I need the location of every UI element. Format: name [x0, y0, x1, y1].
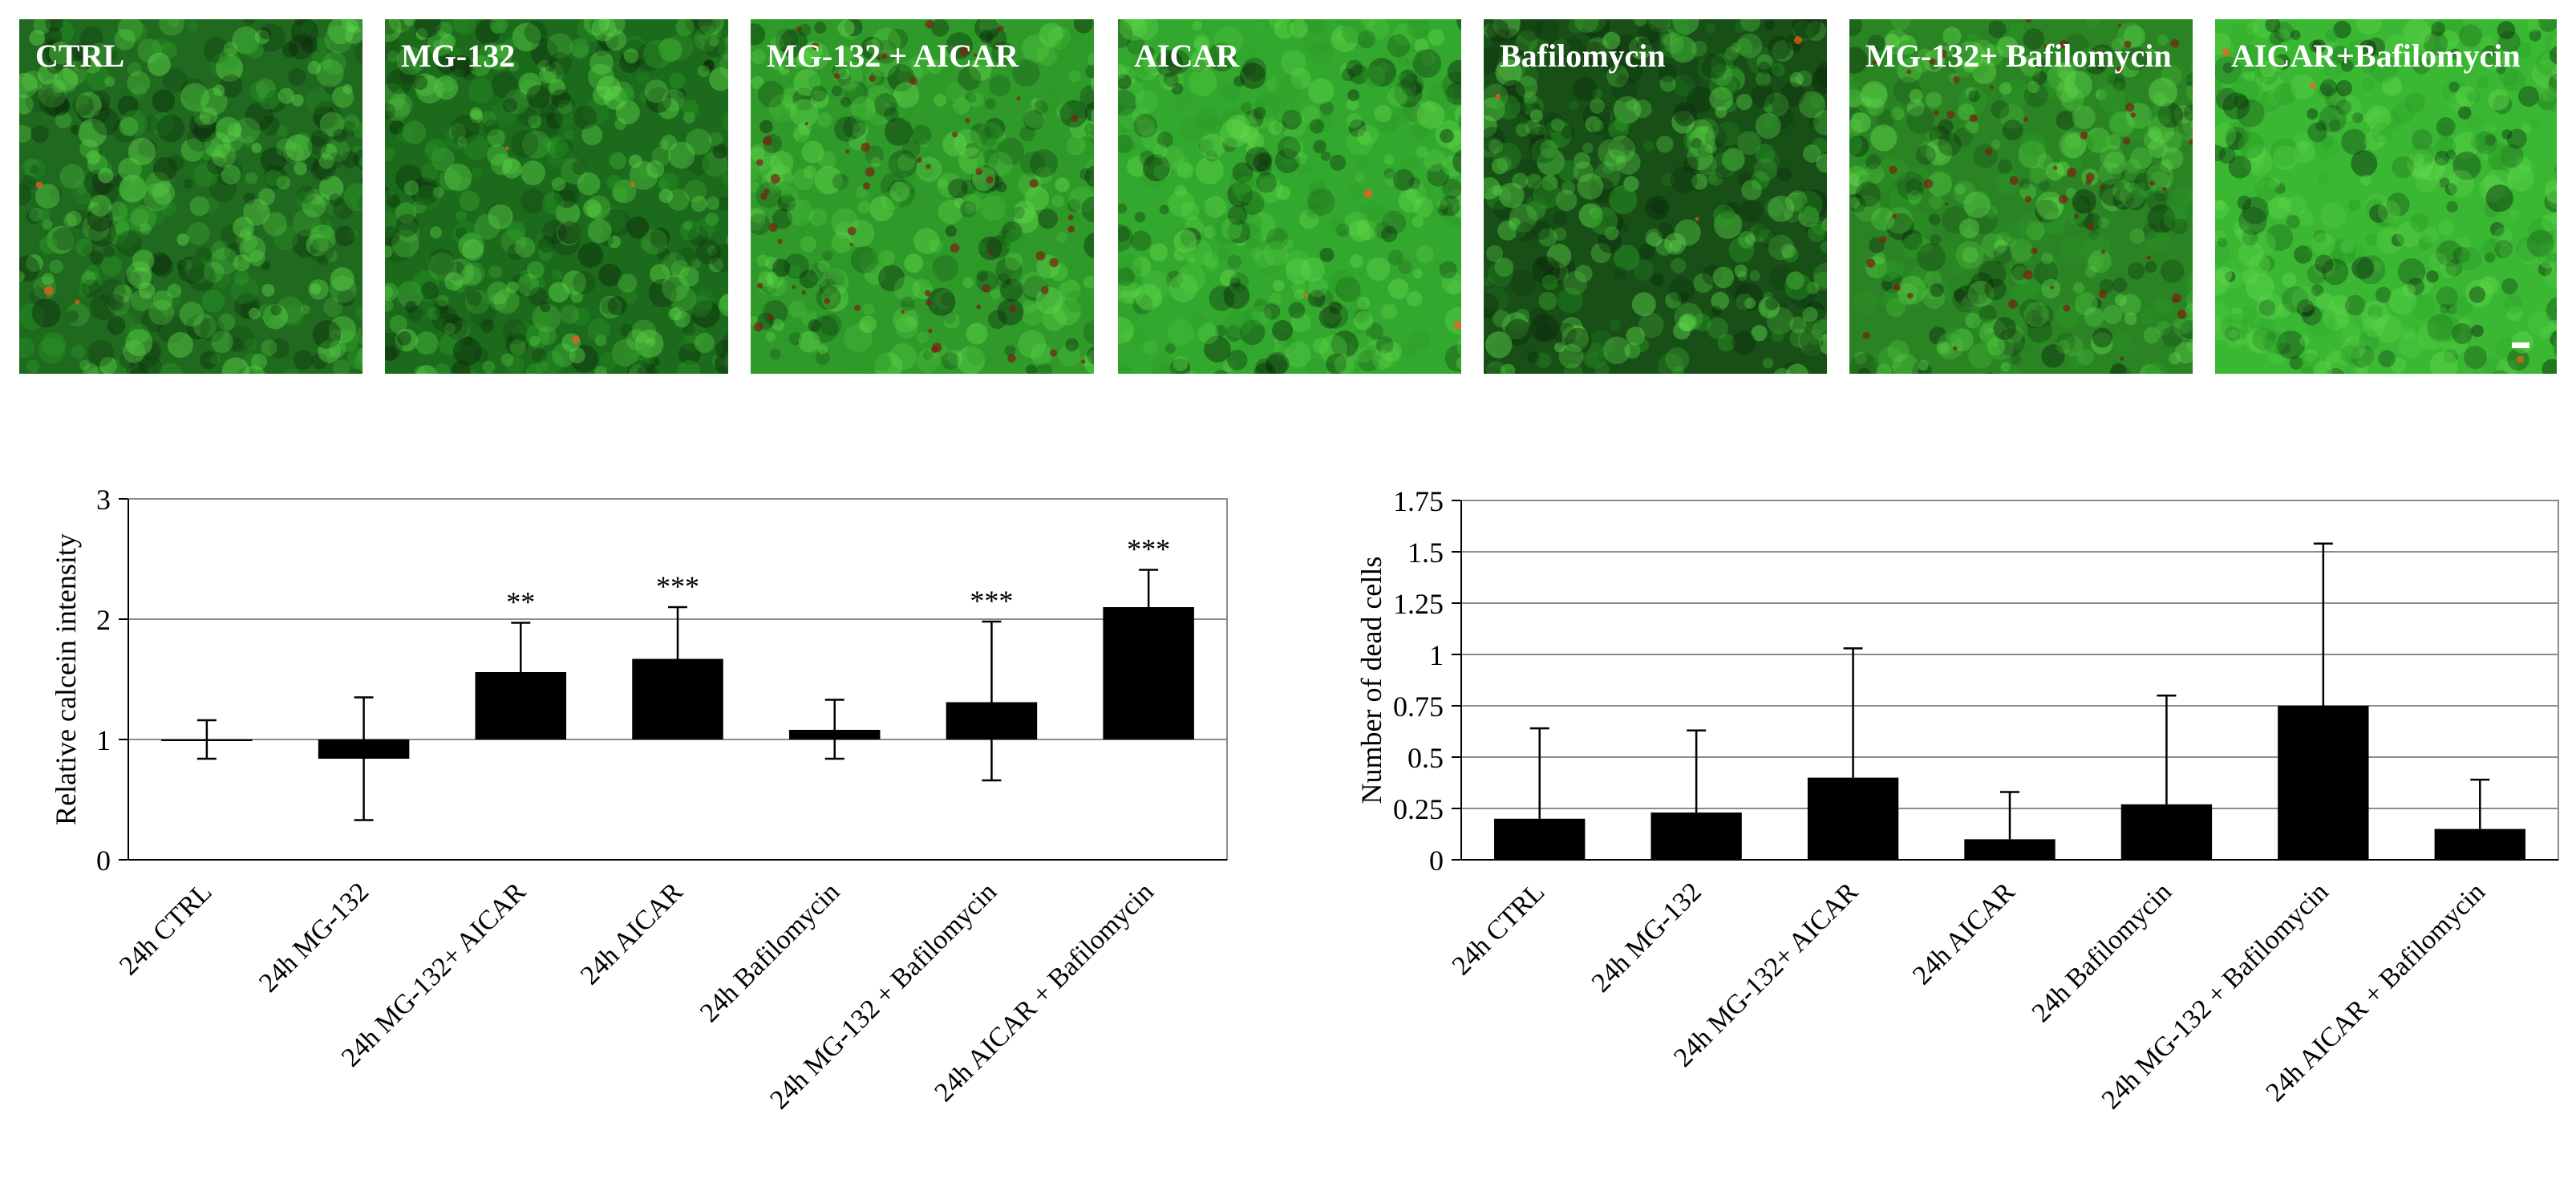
y-tick-label: 0 [1429, 845, 1444, 877]
y-tick-label: 1.75 [1393, 485, 1444, 517]
micrograph-panel: AICAR+Bafilomycin [2215, 19, 2557, 374]
y-tick-label: 1 [96, 724, 111, 756]
bar [2120, 804, 2213, 860]
cell-texture [1484, 19, 1827, 374]
category-label: 24h Bafilomycin [2027, 877, 2177, 1027]
bar [1494, 818, 1586, 860]
micrograph-panel: AICAR [1118, 19, 1461, 374]
cell-texture [2215, 19, 2557, 374]
cell-texture [1849, 19, 2193, 374]
micrograph-label: AICAR [1134, 38, 1240, 74]
micrograph-panel: MG-132 [385, 19, 728, 374]
scale-bar [2512, 342, 2529, 348]
y-tick-label: 1.5 [1407, 537, 1444, 569]
micrograph-label: CTRL [35, 38, 125, 74]
significance-label: ** [506, 586, 535, 618]
cell-texture [751, 19, 1094, 374]
y-tick-label: 0.5 [1407, 742, 1444, 774]
y-axis-label: Number of dead cells [1355, 557, 1387, 804]
cell-texture [19, 19, 363, 374]
micrograph-panel: MG-132+ Bafilomycin [1849, 19, 2193, 374]
micrograph-label: Bafilomycin [1500, 38, 1666, 74]
micrograph-label: AICAR+Bafilomycin [2231, 38, 2521, 74]
y-tick-label: 0.75 [1393, 691, 1444, 723]
bar [788, 730, 881, 739]
y-tick-label: 3 [96, 484, 111, 516]
bar [2434, 829, 2525, 860]
y-tick-label: 1 [1429, 639, 1444, 671]
category-label: 24h AICAR [1907, 877, 2021, 991]
significance-label: *** [656, 570, 699, 602]
bar [1651, 812, 1742, 860]
y-axis-label: Relative calcein intensity [50, 533, 82, 825]
micrograph-label: MG-132 + AICAR [767, 38, 1019, 74]
category-label: 24h MG-132 [1586, 877, 1707, 998]
bar [2278, 706, 2369, 860]
y-tick-label: 0.25 [1393, 793, 1444, 825]
bar [1807, 777, 1899, 860]
bar [318, 739, 410, 759]
y-tick-label: 2 [96, 604, 111, 636]
cell-texture [1118, 19, 1461, 374]
bar [946, 702, 1038, 739]
bar [475, 672, 567, 739]
micrograph-panel: Bafilomycin [1484, 19, 1827, 374]
bar [1964, 839, 2056, 860]
micrograph-panel: MG-132 + AICAR [751, 19, 1094, 374]
category-label: 24h CTRL [1447, 877, 1551, 981]
micrograph-label: MG-132+ Bafilomycin [1865, 38, 2172, 74]
y-tick-label: 0 [96, 845, 111, 877]
cell-texture [385, 19, 728, 374]
significance-label: *** [1127, 533, 1170, 565]
y-tick-label: 1.25 [1393, 588, 1444, 620]
bar [632, 658, 723, 739]
bar [1103, 607, 1194, 739]
significance-label: *** [970, 585, 1013, 617]
micrograph-label: MG-132 [401, 38, 516, 74]
micrograph-panel: CTRL [19, 19, 363, 374]
